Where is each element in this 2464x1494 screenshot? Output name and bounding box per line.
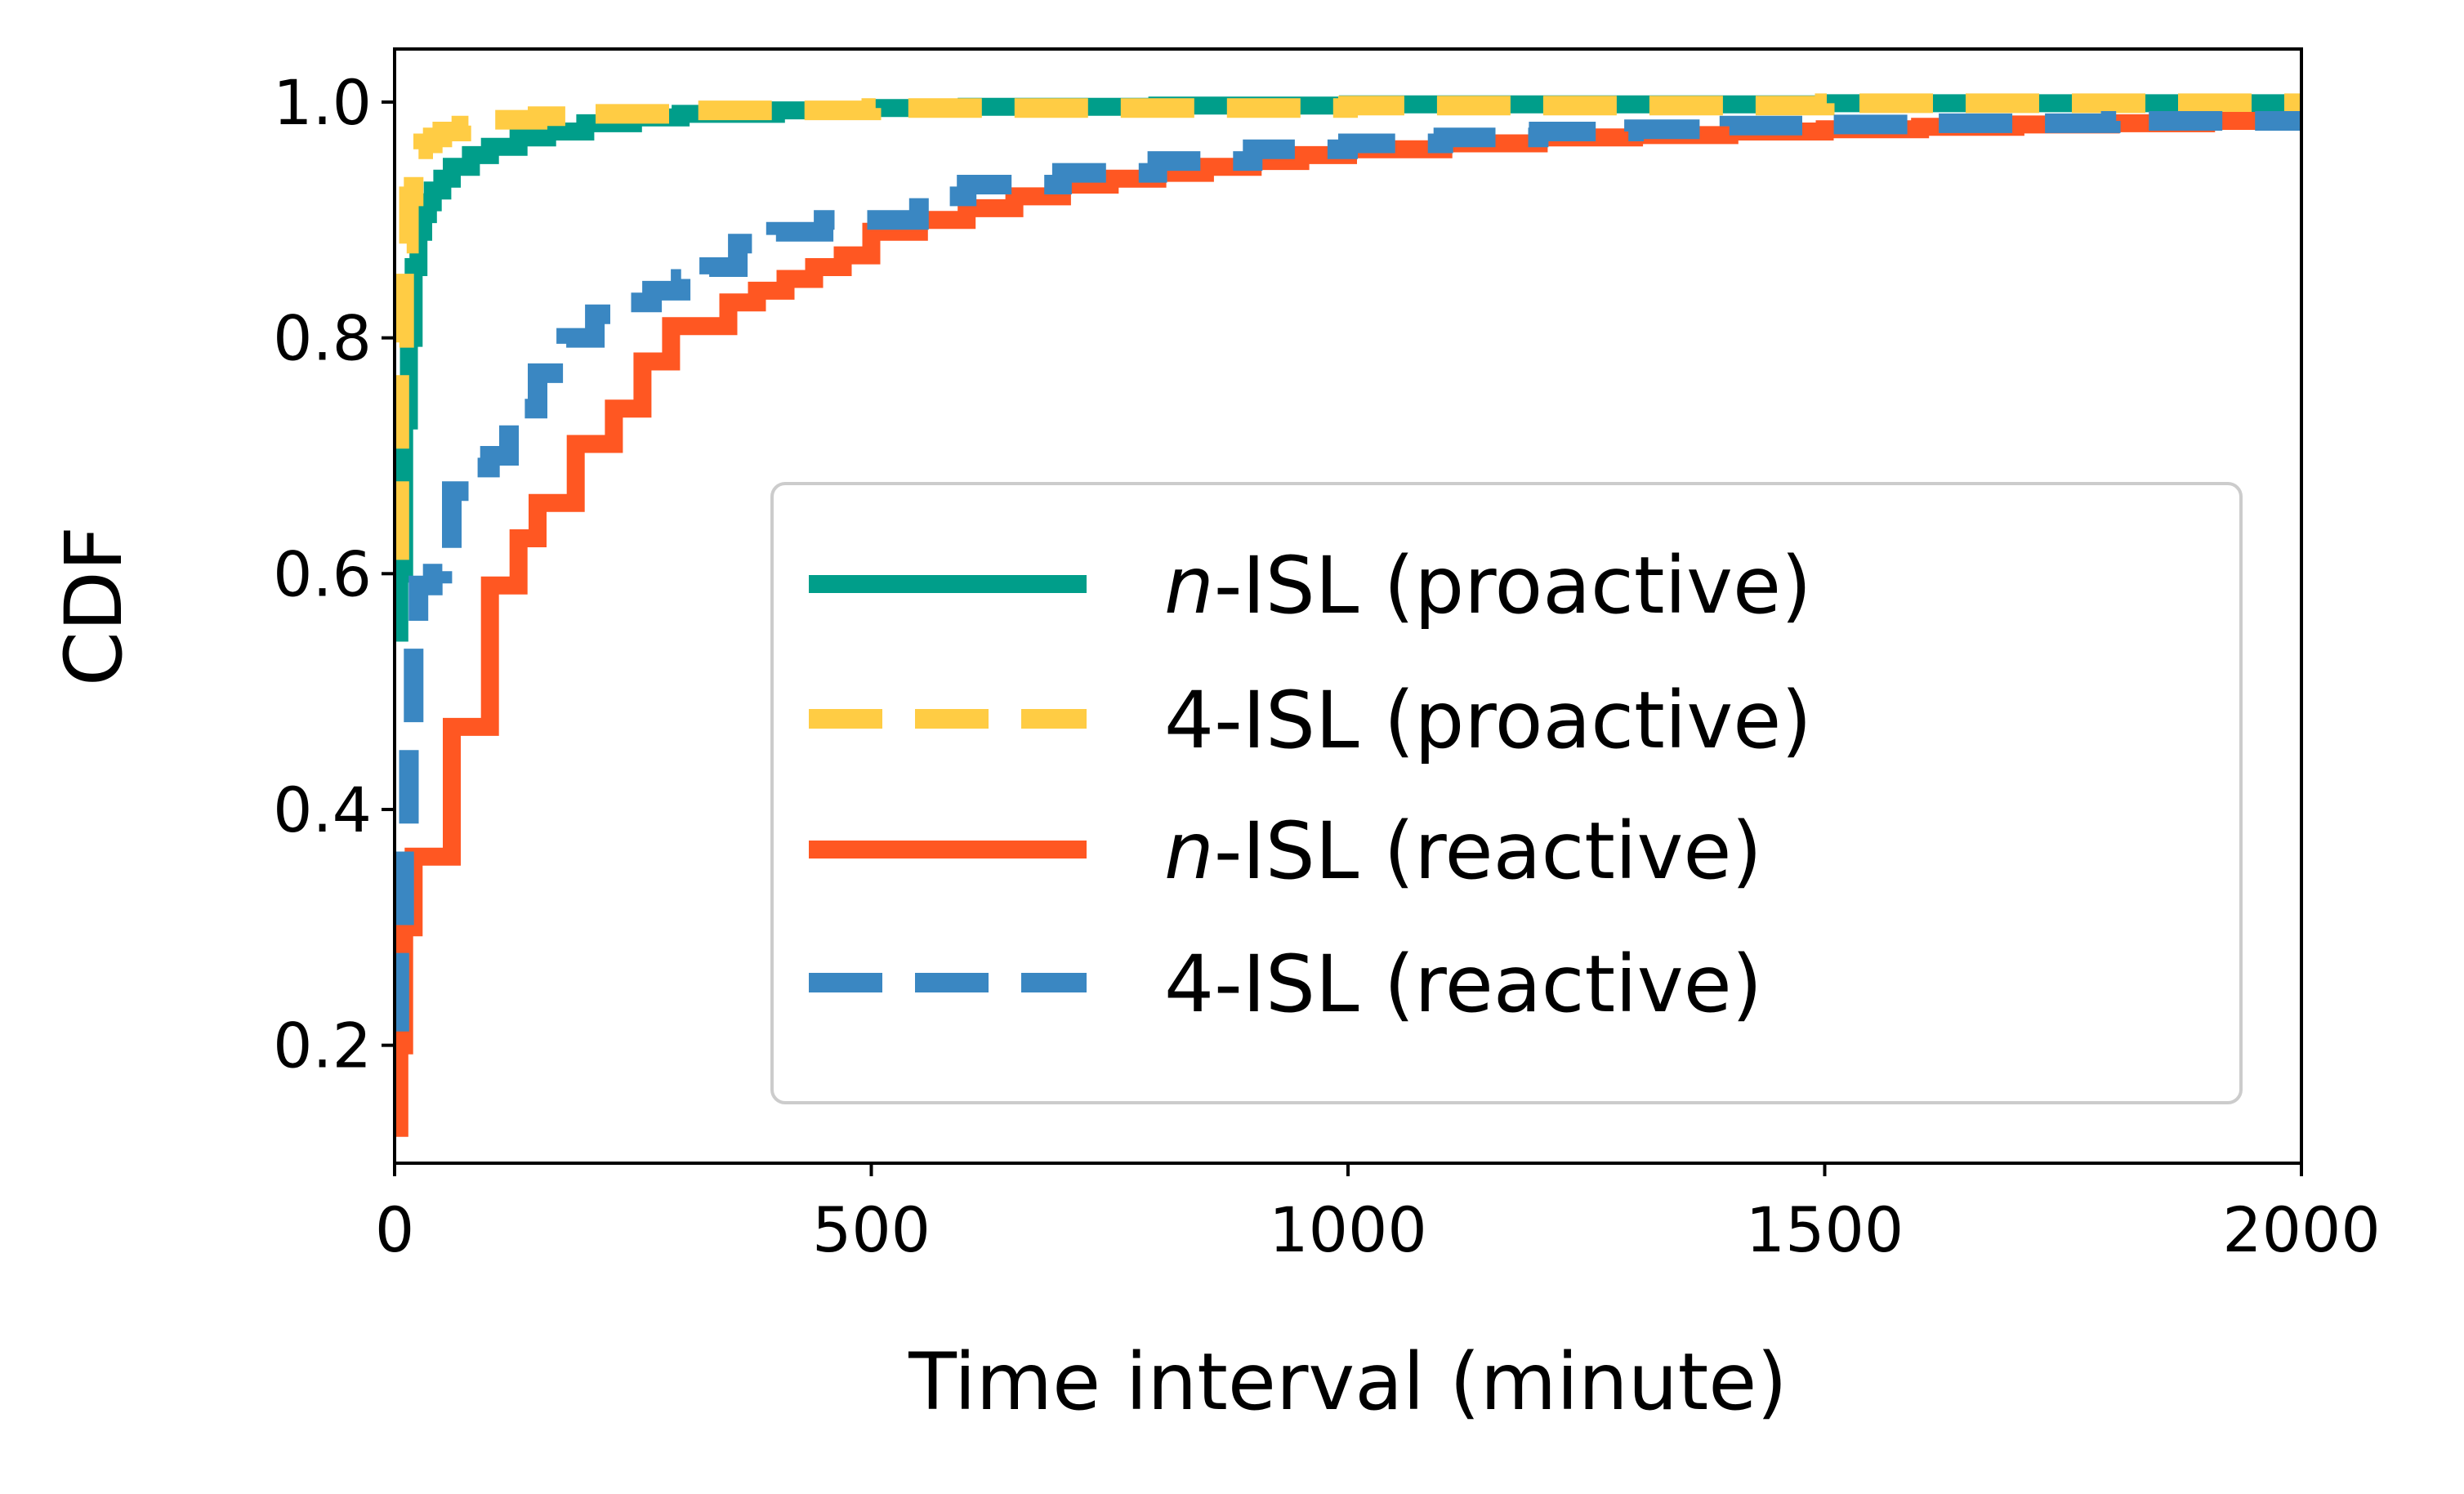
x-tick-label: 0 [375,1193,414,1266]
y-tick-label: 1.0 [273,66,372,139]
legend-label-3: n-ISL (reactive) [1164,805,1762,897]
series-layer [395,93,2301,1137]
series-line-4 [395,111,2301,1032]
legend-label-4: 4-ISL (reactive) [1164,939,1762,1030]
x-axis-title: Time interval (minute) [908,1336,1787,1428]
legend-label-1: n-ISL (proactive) [1164,540,1811,631]
series-line-2 [395,93,2301,560]
x-tick-label: 1000 [1269,1193,1426,1266]
y-axis: 0.2 0.4 0.6 0.8 1.0 [273,66,395,1082]
y-tick-label: 0.2 [273,1010,372,1082]
y-tick-label: 0.8 [273,302,372,375]
x-tick-label: 500 [812,1193,931,1266]
y-tick-label: 0.4 [273,774,372,846]
x-tick-label: 2000 [2222,1193,2380,1266]
x-tick-label: 1500 [1746,1193,1904,1266]
legend-label-2: 4-ISL (proactive) [1164,675,1812,766]
y-axis-title: CDF [48,526,140,686]
x-axis: 0 500 1000 1500 2000 [375,1163,2381,1266]
y-tick-label: 0.6 [273,537,372,610]
legend: n-ISL (proactive) 4-ISL (proactive) n-ISL … [770,482,2243,1104]
legend-frame [770,482,2243,1104]
